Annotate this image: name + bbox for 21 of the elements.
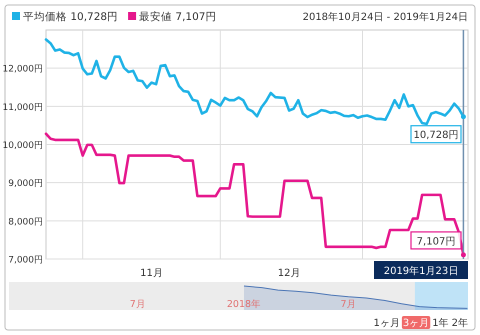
y-tick-label: 12,000円 — [2, 64, 43, 75]
x-tick-label: 12月 — [278, 268, 300, 279]
annotation: 10,728円 — [414, 130, 458, 142]
legend-label: 最安値 7,107円 — [139, 10, 216, 23]
legend-label: 平均価格 10,728円 — [23, 11, 118, 23]
x-tick-label: 2018年 — [226, 298, 262, 310]
annotation: 7,107円 — [416, 236, 456, 248]
chart-subtitle: 2018年10月24日 - 2019年1月24日 — [302, 11, 468, 23]
y-tick-label: 7,000円 — [8, 256, 43, 266]
text: 2年 — [452, 317, 468, 329]
ref-line-label: 2019年1月23日 — [384, 265, 458, 277]
x-tick-label: 11月 — [140, 268, 163, 279]
y-tick-label: 9,000円 — [8, 179, 43, 190]
x-tick-label: 7月 — [340, 299, 357, 310]
text: 1ヶ月 — [374, 318, 400, 329]
y-tick-label: 8,000円 — [8, 217, 43, 228]
y-tick-label: 11,000円 — [2, 102, 43, 113]
y-tick-label: 10,000円 — [2, 141, 43, 151]
text: 1年 — [432, 317, 449, 329]
text: 3ヶ月 — [402, 318, 430, 329]
x-tick-label: 7月 — [130, 299, 146, 310]
